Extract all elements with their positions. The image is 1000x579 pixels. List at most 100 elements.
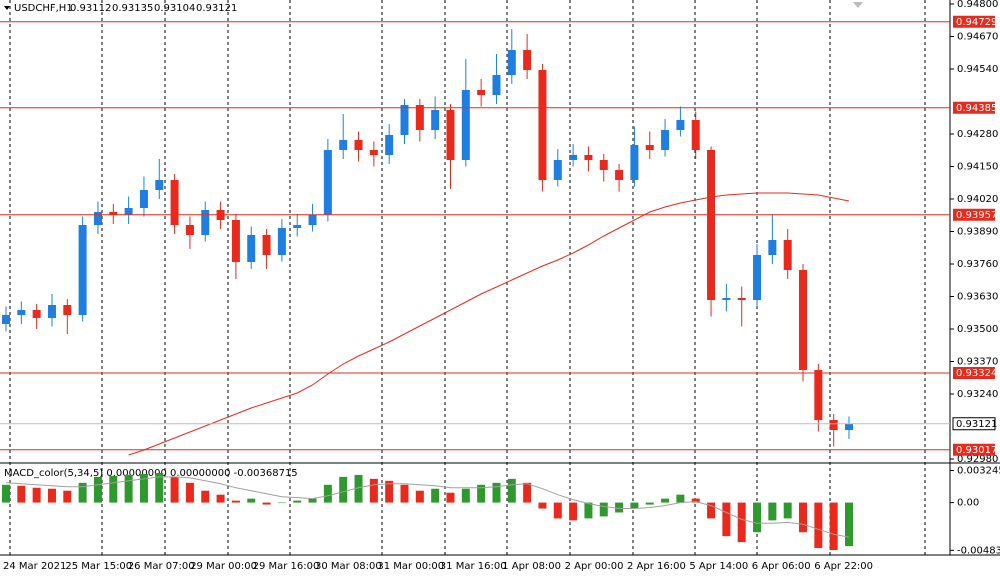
level-label-box bbox=[953, 101, 995, 114]
level-label: 0.93017 bbox=[956, 445, 997, 456]
candle-body bbox=[707, 150, 716, 300]
candle-body bbox=[691, 120, 700, 150]
candle-body bbox=[783, 240, 792, 270]
moving-average bbox=[128, 192, 850, 456]
candle-body bbox=[446, 110, 455, 160]
macd-bar bbox=[599, 502, 608, 517]
candle-body bbox=[845, 423, 853, 430]
y-tick-label: 0.0032453 bbox=[957, 466, 1000, 477]
macd-bar bbox=[768, 502, 777, 521]
y-tick-label: 0.94020 bbox=[957, 194, 998, 205]
y-tick-label: 0.94800 bbox=[957, 0, 998, 10]
candle-body bbox=[139, 190, 148, 208]
candle-body bbox=[538, 70, 547, 180]
x-tick-label: 5 Apr 14:00 bbox=[689, 561, 748, 572]
symbol-title: USDCHF,H1 bbox=[14, 3, 73, 14]
candle-body bbox=[47, 305, 56, 318]
macd-bar bbox=[753, 502, 762, 533]
x-tick-label: 24 Mar 2021 bbox=[3, 561, 66, 572]
candle-body bbox=[78, 225, 87, 315]
candle-body bbox=[185, 225, 194, 235]
y-tick-label: 0.94670 bbox=[957, 32, 998, 43]
candle-body bbox=[477, 90, 486, 95]
candle-body bbox=[737, 298, 746, 300]
y-tick-label: 0.93240 bbox=[957, 389, 998, 400]
candle-body bbox=[109, 212, 118, 215]
x-tick-label: 6 Apr 22:00 bbox=[814, 561, 873, 572]
macd-bar bbox=[339, 476, 348, 503]
macd-bar bbox=[109, 475, 118, 503]
macd-bar bbox=[569, 502, 578, 521]
macd-bar bbox=[783, 502, 792, 519]
macd-bar bbox=[155, 472, 164, 503]
candle-body bbox=[32, 310, 41, 318]
candle-body bbox=[584, 155, 593, 160]
macd-bar bbox=[17, 485, 26, 503]
level-label: 0.93324 bbox=[956, 368, 997, 379]
candle-body bbox=[492, 75, 501, 95]
level-label: 0.94729 bbox=[956, 17, 997, 28]
candle-body bbox=[814, 370, 823, 420]
candle-body bbox=[93, 212, 102, 225]
macd-bar bbox=[737, 502, 746, 543]
y-tick-label: -0.004831 bbox=[957, 545, 1000, 556]
macd-bar bbox=[247, 498, 256, 503]
header-marker bbox=[4, 6, 10, 10]
candle-body bbox=[231, 220, 240, 262]
macd-bar bbox=[492, 482, 501, 503]
candle-body bbox=[553, 160, 562, 180]
macd-bar bbox=[139, 473, 148, 503]
macd-bar bbox=[93, 476, 102, 503]
x-tick-label: 31 Mar 16:00 bbox=[440, 561, 507, 572]
candle-body bbox=[799, 270, 808, 370]
level-label-box bbox=[953, 15, 995, 28]
macd-bar bbox=[63, 490, 72, 503]
macd-bar bbox=[277, 502, 286, 504]
macd-bar bbox=[507, 478, 516, 503]
candle-body bbox=[768, 240, 777, 255]
bar-high: 0.93135 bbox=[112, 3, 153, 14]
macd-bar bbox=[308, 498, 317, 503]
macd-bar bbox=[645, 502, 654, 505]
macd-bar bbox=[691, 498, 700, 503]
candle-body bbox=[676, 120, 685, 130]
candle-body bbox=[308, 215, 317, 225]
macd-bar bbox=[523, 482, 532, 503]
macd-bar bbox=[185, 482, 194, 503]
macd-bar bbox=[446, 492, 455, 503]
candle-body bbox=[753, 255, 762, 300]
candle-body bbox=[63, 305, 72, 315]
macd-bar bbox=[814, 502, 823, 549]
candle-body bbox=[523, 50, 532, 70]
candle-body bbox=[507, 50, 516, 75]
candle-body bbox=[277, 228, 286, 255]
macd-bar bbox=[431, 488, 440, 503]
macd-bar bbox=[415, 490, 424, 503]
macd-bar bbox=[538, 502, 547, 509]
candle-body bbox=[569, 155, 578, 160]
macd-bar bbox=[553, 502, 562, 519]
x-tick-label: 6 Apr 06:00 bbox=[752, 561, 811, 572]
macd-bar bbox=[829, 502, 838, 551]
macd-bar bbox=[32, 487, 41, 503]
x-tick-label: 29 Mar 00:00 bbox=[190, 561, 257, 572]
macd-bar bbox=[293, 500, 302, 503]
candle-body bbox=[615, 170, 624, 180]
macd-bar bbox=[2, 484, 10, 503]
x-tick-label: 31 Mar 00:00 bbox=[377, 561, 444, 572]
level-label-box bbox=[953, 443, 995, 456]
candle-body bbox=[645, 145, 654, 150]
candle-body bbox=[247, 235, 256, 262]
macd-bar bbox=[124, 474, 133, 503]
scroll-marker bbox=[853, 2, 863, 8]
macd-bar bbox=[676, 494, 685, 503]
candle-body bbox=[415, 105, 424, 130]
x-tick-label: 1 Apr 08:00 bbox=[502, 561, 561, 572]
candle-body bbox=[155, 180, 164, 190]
candle-body bbox=[124, 208, 133, 215]
indicator-title: MACD_color(5,34,5) 0.00000000 0.00000000… bbox=[4, 468, 298, 479]
level-label-box bbox=[953, 367, 995, 379]
candle-body bbox=[323, 150, 332, 215]
y-tick-label: 0.92980 bbox=[957, 454, 998, 465]
